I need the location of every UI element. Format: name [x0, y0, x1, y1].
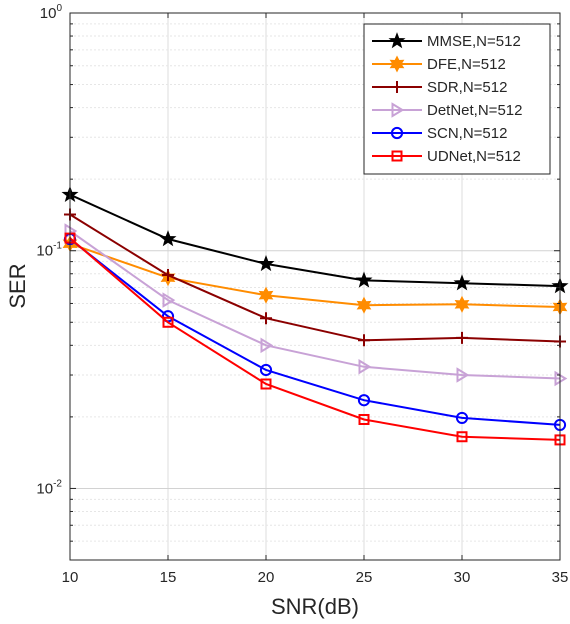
y-tick-label: 100 [40, 3, 63, 22]
legend-item: SDR,N=512 [372, 79, 507, 96]
y-axis-label: SER [5, 263, 30, 308]
data-point [257, 254, 275, 272]
y-tick-label: 10-2 [36, 478, 62, 497]
data-point [454, 295, 470, 313]
plot-frame [69, 12, 561, 561]
legend-item: MMSE,N=512 [372, 32, 521, 50]
x-tick-label: 20 [258, 569, 275, 586]
series-line [69, 230, 561, 380]
series-line [69, 213, 561, 343]
data-point [358, 413, 370, 425]
legend-box [363, 23, 551, 175]
data-point [358, 334, 370, 347]
legend-label: DetNet,N=512 [427, 102, 522, 119]
data-point [162, 292, 176, 308]
x-tick-label: 35 [552, 569, 569, 586]
data-point [162, 269, 174, 282]
series-line [69, 193, 561, 288]
legend-label: MMSE,N=512 [427, 33, 521, 50]
legend-marker [391, 150, 403, 162]
axis-ticks: 10 15 20 25 30 35 100 10-1 10-2 [36, 3, 568, 586]
data-point [358, 358, 372, 375]
data-point [159, 230, 177, 247]
data-point [260, 378, 272, 390]
series-line [69, 242, 561, 308]
legend-item: DFE,N=512 [372, 55, 506, 73]
x-tick-label: 15 [160, 569, 177, 586]
data-point [258, 286, 274, 304]
data-point [259, 363, 273, 377]
x-axis-label: SNR(dB) [271, 594, 359, 619]
data-point [456, 431, 468, 443]
legend-label: UDNet,N=512 [427, 148, 521, 165]
data-point [260, 312, 272, 325]
data-point [356, 296, 372, 314]
series-layer [61, 185, 569, 446]
x-tick-label: 10 [62, 569, 79, 586]
legend-marker [388, 32, 406, 49]
series-line [69, 238, 561, 426]
data-point [456, 331, 468, 344]
legend-label: SDR,N=512 [427, 79, 507, 96]
series-udnet [64, 232, 566, 446]
legend-marker [390, 126, 404, 140]
y-tick-label: 10-1 [36, 241, 62, 260]
data-point [355, 271, 373, 288]
legend-item: UDNet,N=512 [372, 148, 521, 165]
legend: MMSE,N=512 DFE,N=512 SDR,N=512 DetNet,N=512… [363, 23, 551, 175]
data-point [162, 316, 174, 328]
x-tick-label: 25 [356, 569, 373, 586]
data-point [455, 411, 469, 425]
legend-item: DetNet,N=512 [372, 102, 522, 119]
legend-marker [391, 81, 403, 93]
legend-marker [391, 102, 405, 118]
legend-label: DFE,N=512 [427, 56, 506, 73]
legend-label: SCN,N=512 [427, 125, 507, 142]
data-point [453, 274, 471, 291]
series-line [69, 237, 561, 441]
data-point [260, 337, 274, 354]
legend-marker [389, 55, 405, 73]
x-tick-label: 30 [454, 569, 471, 586]
data-point [357, 394, 371, 407]
legend-item: SCN,N=512 [372, 125, 507, 142]
data-point [456, 367, 470, 383]
